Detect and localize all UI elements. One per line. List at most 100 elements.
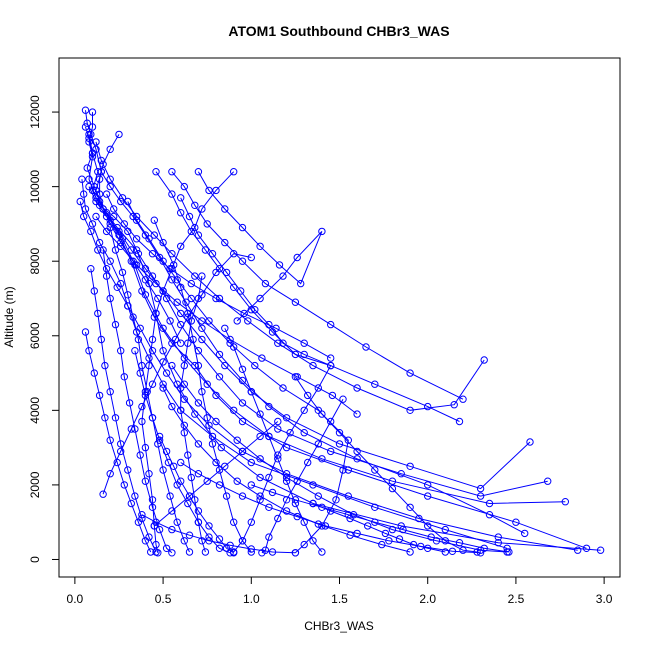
data-point — [291, 298, 300, 306]
data-point — [177, 406, 185, 414]
data-point — [185, 548, 194, 556]
profile-line — [180, 276, 206, 553]
data-point — [256, 410, 264, 418]
data-point — [233, 477, 241, 485]
profile-line — [197, 171, 323, 322]
profile-line — [85, 110, 601, 551]
data-point — [162, 447, 171, 456]
data-point — [293, 373, 301, 381]
data-point — [145, 235, 153, 243]
data-point — [485, 511, 494, 519]
data-point — [226, 541, 234, 549]
data-point — [286, 429, 294, 437]
data-point — [424, 522, 432, 530]
data-point — [90, 369, 99, 377]
data-point — [238, 447, 247, 456]
data-point — [335, 429, 344, 437]
data-point — [101, 361, 109, 370]
data-point — [180, 361, 189, 370]
profile-line — [81, 179, 508, 549]
profile-line — [171, 365, 508, 553]
data-point — [99, 246, 107, 254]
data-point — [327, 447, 335, 456]
data-point — [395, 535, 404, 543]
data-point — [221, 324, 229, 332]
data-point — [187, 294, 196, 303]
data-point — [177, 458, 185, 467]
data-point — [485, 499, 494, 508]
data-point — [168, 168, 176, 176]
data-point — [238, 537, 247, 545]
data-point — [574, 546, 582, 554]
data-point — [173, 298, 181, 306]
data-point — [177, 283, 185, 291]
data-point — [427, 533, 435, 541]
data-point — [314, 440, 322, 448]
data-point — [238, 376, 247, 385]
data-point — [304, 458, 312, 467]
data-point — [233, 317, 241, 325]
data-point — [274, 417, 282, 426]
data-point — [385, 537, 393, 545]
data-point — [152, 309, 160, 318]
data-point — [78, 175, 86, 183]
data-point — [148, 496, 157, 504]
data-point — [159, 287, 167, 295]
data-point — [327, 507, 335, 515]
data-point — [238, 365, 247, 373]
x-tick-label: 2.5 — [508, 592, 525, 606]
data-point — [152, 168, 160, 176]
x-tick-label: 3.0 — [596, 592, 613, 606]
data-point — [512, 518, 520, 526]
data-point — [94, 246, 102, 254]
data-point — [265, 432, 273, 441]
data-point — [238, 399, 247, 407]
data-point — [208, 432, 217, 441]
data-point — [88, 149, 97, 157]
data-point — [102, 212, 111, 221]
data-point — [279, 339, 287, 347]
data-point — [81, 328, 90, 336]
y-tick-label: 12000 — [28, 95, 42, 129]
data-point — [159, 358, 167, 366]
data-point — [480, 544, 488, 552]
y-tick-label: 8000 — [28, 248, 42, 275]
data-point — [159, 380, 167, 388]
data-point — [148, 250, 157, 258]
data-point — [124, 197, 132, 206]
x-tick-label: 1.0 — [243, 592, 260, 606]
data-point — [117, 197, 125, 206]
data-point — [265, 473, 273, 482]
data-point — [177, 194, 185, 202]
data-point — [198, 272, 206, 280]
profile-line — [106, 193, 331, 359]
profile-line — [180, 462, 481, 554]
data-point — [327, 354, 335, 362]
y-tick-label: 6000 — [28, 322, 42, 349]
data-point — [205, 317, 213, 325]
data-point — [203, 414, 211, 422]
data-point — [136, 451, 144, 459]
data-point — [194, 507, 203, 515]
data-point — [212, 294, 220, 303]
data-point — [300, 406, 308, 414]
data-point — [230, 406, 238, 414]
data-point — [106, 182, 114, 191]
data-point — [194, 440, 203, 448]
data-point — [134, 518, 143, 526]
data-point — [120, 373, 129, 381]
data-point — [256, 294, 264, 303]
data-point — [521, 529, 529, 538]
data-point — [118, 194, 127, 202]
data-point — [185, 531, 194, 539]
data-point — [291, 549, 300, 557]
data-point — [194, 518, 203, 526]
x-axis-label: CHBr3_WAS — [304, 619, 374, 633]
data-point — [106, 220, 114, 228]
data-point — [150, 231, 159, 239]
data-point — [131, 347, 139, 355]
data-point — [99, 160, 107, 169]
data-point — [268, 548, 277, 556]
data-point — [406, 462, 414, 470]
data-point — [134, 250, 143, 258]
